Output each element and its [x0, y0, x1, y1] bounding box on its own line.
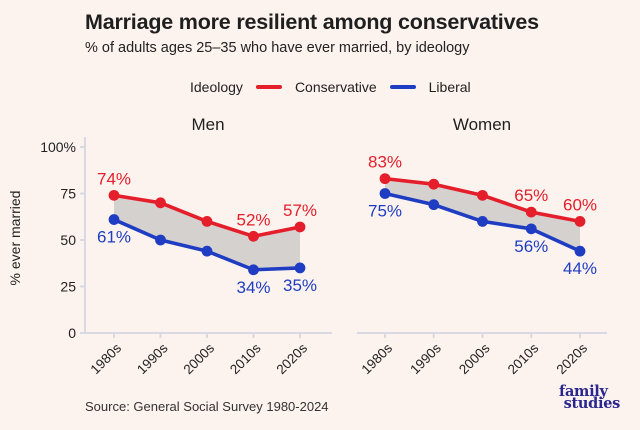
- x-tick-label: 2000s: [180, 340, 217, 377]
- legend-swatch-conservative: [255, 85, 282, 89]
- data-point: [294, 221, 306, 233]
- y-tick-label: 75: [60, 186, 76, 202]
- panel-title: Women: [453, 115, 511, 134]
- data-point: [428, 178, 440, 190]
- y-tick-label: 100%: [40, 139, 76, 155]
- value-label: 34%: [236, 278, 270, 297]
- data-point: [477, 189, 488, 201]
- x-tick-label: 2020s: [553, 340, 590, 377]
- legend-label-conservative: Conservative: [294, 79, 377, 95]
- logo-line-1: family: [559, 383, 608, 400]
- value-label: 61%: [97, 228, 131, 247]
- y-tick-label: 25: [60, 279, 76, 295]
- legend-swatch-liberal: [389, 85, 416, 89]
- data-point: [379, 188, 391, 199]
- chart-title: Marriage more resilient among conservati…: [85, 10, 539, 34]
- data-point: [108, 189, 120, 201]
- legend: Ideology Conservative Liberal: [190, 78, 471, 96]
- data-point: [428, 199, 440, 211]
- data-point: [574, 245, 586, 257]
- legend-title: Ideology: [190, 79, 243, 95]
- data-point: [525, 206, 537, 218]
- x-tick-label: 1990s: [407, 340, 444, 377]
- value-label: 60%: [563, 195, 597, 214]
- value-label: 65%: [514, 186, 548, 205]
- x-tick-label: 2010s: [227, 340, 264, 377]
- y-tick-label: 0: [68, 325, 76, 341]
- y-tick-label: 50: [60, 232, 76, 248]
- logo-line-2: studies: [563, 395, 621, 412]
- x-tick-label: 2010s: [505, 340, 542, 377]
- x-tick-label: 1990s: [134, 340, 171, 377]
- data-point: [108, 214, 120, 225]
- value-label: 44%: [563, 259, 597, 278]
- value-label: 75%: [368, 202, 402, 221]
- y-axis-title: % ever married: [7, 191, 23, 286]
- x-tick-label: 2020s: [273, 340, 310, 377]
- value-label: 57%: [283, 201, 317, 220]
- gap-band: [114, 195, 300, 270]
- data-point: [201, 245, 213, 257]
- value-label: 52%: [236, 210, 270, 229]
- data-point: [477, 216, 488, 227]
- value-label: 74%: [97, 169, 131, 188]
- data-point: [379, 173, 391, 185]
- legend-label-liberal: Liberal: [428, 79, 471, 95]
- x-tick-label: 1980s: [358, 340, 395, 377]
- family-studies-logo: family studies: [556, 383, 621, 412]
- value-label: 35%: [283, 276, 317, 295]
- data-point: [248, 230, 259, 242]
- value-label: 83%: [368, 153, 402, 172]
- data-point: [294, 262, 306, 274]
- chart-subtitle: % of adults ages 25–35 who have ever mar…: [85, 40, 470, 56]
- data-point: [525, 223, 537, 235]
- gap-band: [385, 178, 580, 252]
- x-tick-label: 1980s: [87, 340, 124, 377]
- data-point: [155, 197, 166, 209]
- x-tick-label: 2000s: [456, 340, 493, 377]
- data-point: [201, 216, 213, 227]
- data-point: [155, 234, 166, 246]
- panel-women: Women 1980s 1990s 2000s 2010s 2020s 83% 65% 60% 7…: [357, 115, 607, 377]
- data-point: [248, 264, 259, 276]
- panel-title: Men: [191, 115, 224, 134]
- data-point: [574, 216, 586, 227]
- value-label: 56%: [514, 237, 548, 256]
- source-note: Source: General Social Survey 1980-2024: [85, 399, 329, 414]
- panel-men: Men 1980s 1990s 2000s 2010s 2020s 100% 75 50 25 0%…: [7, 115, 332, 377]
